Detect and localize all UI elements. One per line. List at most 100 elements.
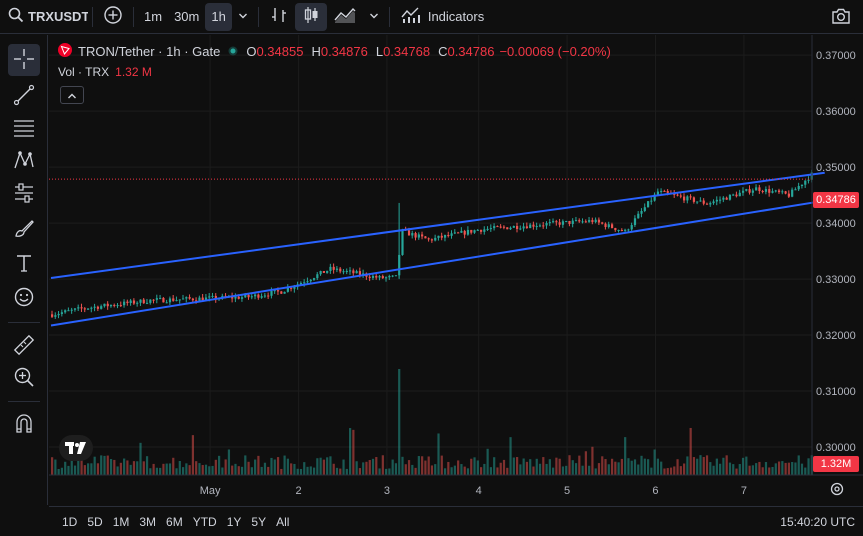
range-1d[interactable]: 1D [62, 514, 78, 529]
utc-clock[interactable]: 15:40:20 UTC [780, 515, 855, 529]
time-axis[interactable]: May 2 3 4 5 6 7 [200, 485, 747, 497]
smiley-icon [13, 286, 35, 311]
open-label: O [246, 44, 257, 59]
volume-bar [195, 461, 198, 475]
divider [92, 6, 93, 27]
range-ytd[interactable]: YTD [192, 514, 217, 529]
tradingview-logo[interactable] [59, 435, 93, 461]
indicators-label: Indicators [427, 9, 485, 24]
crosshair-tool[interactable] [8, 44, 40, 76]
volume-bar [411, 464, 414, 475]
interval-30m[interactable]: 30m [174, 9, 200, 24]
volume-bar [106, 455, 109, 475]
area-chart-button[interactable] [327, 3, 363, 31]
volume-bar [247, 461, 250, 475]
volume-bar [794, 462, 797, 475]
volume-bar [221, 467, 224, 475]
snapshot-button[interactable] [825, 3, 857, 31]
range-3m[interactable]: 3M [139, 514, 157, 529]
indicators-button[interactable]: Indicators [394, 3, 490, 31]
volume-bar [116, 466, 119, 475]
collapse-legend-button[interactable] [60, 86, 84, 104]
candle-body [620, 229, 623, 231]
measure-tool[interactable] [8, 330, 40, 362]
zoom-tool[interactable] [8, 362, 40, 394]
volume-bar [87, 463, 90, 475]
range-all[interactable]: All [276, 514, 290, 529]
symbol-name: TRXUSDT [28, 9, 88, 24]
interval-1m[interactable]: 1m [144, 9, 163, 24]
candle-body [123, 301, 126, 306]
volume-bar [653, 449, 656, 475]
volume-bar [787, 462, 791, 475]
volume-bar [237, 466, 240, 475]
channel-upper-line[interactable] [50, 171, 825, 279]
range-5y[interactable]: 5Y [251, 514, 267, 529]
symbol-title[interactable]: TRON/Tether · 1h · Gate [78, 44, 221, 59]
parallel-channel[interactable] [50, 171, 825, 327]
volume-bar [620, 458, 623, 475]
candle-body [181, 298, 185, 300]
fib-tool[interactable] [8, 113, 40, 145]
chart-type-dropdown[interactable] [363, 3, 385, 31]
volume-bar [267, 466, 270, 475]
candle-body [378, 276, 381, 278]
volume-bar [578, 455, 581, 475]
forecast-tool[interactable] [8, 178, 40, 210]
volume-bar [758, 461, 761, 475]
price-axis[interactable]: 0.37000 0.36000 0.35000 0.34000 0.33000 0.320… [816, 50, 856, 454]
brush-icon [13, 217, 35, 242]
emoji-tool[interactable] [8, 282, 40, 314]
range-1m[interactable]: 1M [112, 514, 130, 529]
candle-body [758, 187, 761, 191]
symbol-search[interactable]: TRXUSDT [0, 7, 88, 26]
volume-bar [804, 467, 807, 475]
text-tool[interactable] [8, 248, 40, 280]
candle-body [443, 234, 447, 238]
volume-bar [293, 463, 296, 475]
volume-bar [381, 455, 384, 475]
volume-bar [764, 462, 768, 475]
candle-body [280, 291, 283, 294]
bars-chart-button[interactable] [263, 3, 295, 31]
magnet-tool[interactable] [8, 409, 40, 441]
candles-chart-button[interactable] [294, 2, 327, 31]
interval-1h[interactable]: 1h [205, 2, 232, 31]
volume-bar [683, 463, 686, 475]
volume-bar [496, 467, 499, 475]
volume-bar [807, 458, 810, 475]
trend-line-tool[interactable] [8, 80, 40, 112]
candle-body [502, 226, 506, 228]
candle-body [276, 290, 280, 292]
candle-body [624, 229, 627, 231]
chart-canvas[interactable]: 0.37000 0.36000 0.35000 0.34000 0.33000 0.320… [49, 35, 863, 505]
volume-bar [224, 459, 227, 475]
candle-body [470, 229, 473, 233]
volume-bar [394, 463, 398, 475]
brush-tool[interactable] [8, 213, 40, 245]
price-chart[interactable]: 0.37000 0.36000 0.35000 0.34000 0.33000 0.320… [49, 35, 863, 505]
range-6m[interactable]: 6M [166, 514, 183, 529]
volume-bar [552, 467, 555, 475]
volume-bar [129, 464, 132, 475]
candle-body [293, 286, 296, 289]
candle-body [381, 276, 384, 279]
volume-bar [103, 455, 106, 475]
interval-dropdown[interactable] [232, 3, 254, 31]
last-volume-tag: 1.32M [813, 456, 859, 472]
candle-body [689, 196, 692, 198]
volume-legend[interactable]: Vol · TRX 1.32 M [58, 65, 152, 79]
channel-lower-line[interactable] [50, 199, 825, 327]
range-1y[interactable]: 1Y [226, 514, 242, 529]
volume-bar [669, 467, 673, 475]
compare-button[interactable] [97, 3, 129, 31]
range-5d[interactable]: 5D [87, 514, 103, 529]
candle-body [64, 310, 67, 313]
price-tick-label: 0.35000 [816, 162, 856, 174]
axis-settings-button[interactable] [829, 481, 845, 500]
volume-bar [483, 463, 486, 475]
candle-body [568, 220, 571, 224]
volume-bar [100, 455, 103, 475]
pattern-tool[interactable] [8, 145, 40, 177]
candle-body [781, 191, 784, 193]
